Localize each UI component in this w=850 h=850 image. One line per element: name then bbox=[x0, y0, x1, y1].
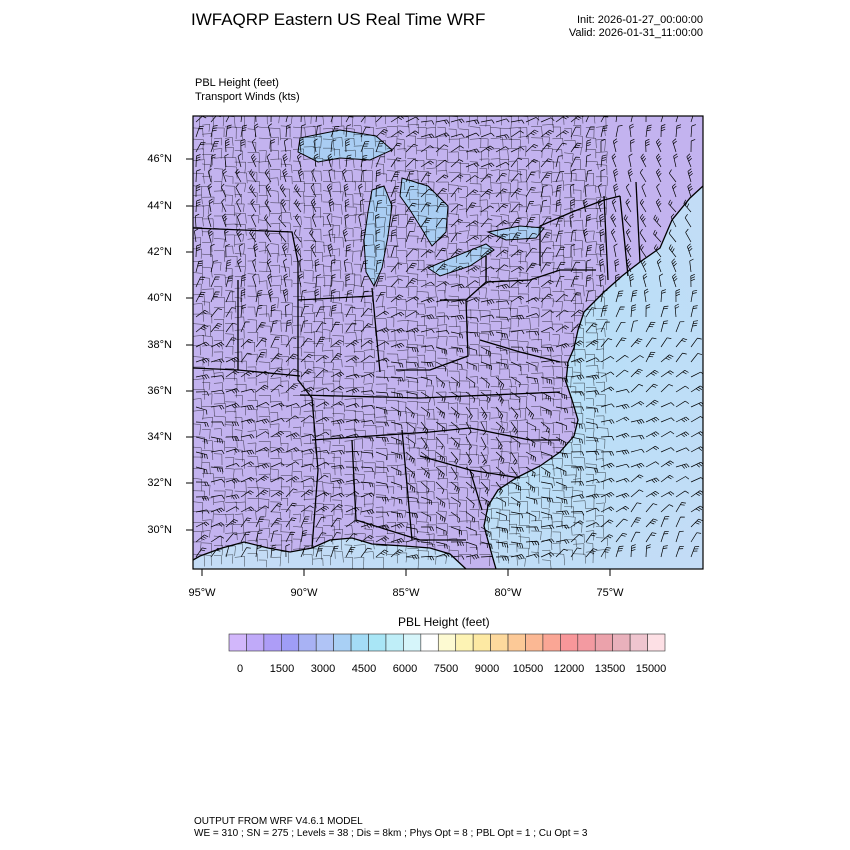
colorbar-swatch bbox=[525, 633, 544, 652]
colorbar-swatch bbox=[472, 633, 491, 652]
footer-model: OUTPUT FROM WRF V4.6.1 MODEL bbox=[194, 816, 363, 827]
lat-label: 34°N bbox=[147, 431, 172, 443]
plot-title: IWFAQRP Eastern US Real Time WRF bbox=[191, 10, 486, 29]
wind-barbs bbox=[194, 116, 703, 561]
lon-label: 80°W bbox=[494, 587, 522, 599]
colorbar-swatch bbox=[246, 633, 265, 652]
footer-config: WE = 310 ; SN = 275 ; Levels = 38 ; Dis … bbox=[194, 828, 588, 839]
colorbar-swatch bbox=[333, 633, 352, 652]
colorbar-swatch bbox=[315, 633, 334, 652]
colorbar-label: 7500 bbox=[433, 663, 459, 675]
lat-label: 46°N bbox=[147, 153, 172, 165]
colorbar-swatch bbox=[612, 633, 631, 652]
colorbar-swatch bbox=[298, 633, 317, 652]
colorbar-label: 0 bbox=[236, 663, 244, 675]
field-label-pbl: PBL Height (feet) bbox=[195, 77, 279, 89]
lat-label: 32°N bbox=[147, 477, 172, 489]
colorbar-swatch bbox=[629, 633, 648, 652]
lon-label: 75°W bbox=[596, 587, 624, 599]
colorbar-swatch bbox=[490, 633, 509, 652]
colorbar-label: 1500 bbox=[269, 663, 295, 675]
colorbar-label: 4500 bbox=[351, 663, 377, 675]
colorbar-swatch bbox=[368, 633, 387, 652]
colorbar-swatch bbox=[350, 633, 369, 652]
colorbar-swatch bbox=[263, 633, 282, 652]
lake-michigan bbox=[363, 185, 393, 288]
lon-label: 90°W bbox=[290, 587, 318, 599]
lat-label: 44°N bbox=[147, 200, 172, 212]
field-label-winds: Transport Winds (kts) bbox=[195, 91, 300, 103]
lat-label: 38°N bbox=[147, 339, 172, 351]
lat-label: 30°N bbox=[147, 524, 172, 536]
colorbar-swatch bbox=[420, 633, 439, 652]
colorbar bbox=[228, 633, 666, 652]
colorbar-swatch bbox=[455, 633, 474, 652]
colorbar-title: PBL Height (feet) bbox=[398, 615, 490, 629]
lon-label: 95°W bbox=[188, 587, 216, 599]
colorbar-label: 6000 bbox=[392, 663, 418, 675]
valid-time: Valid: 2026-01-31_11:00:00 bbox=[568, 27, 703, 39]
init-time: Init: 2026-01-27_00:00:00 bbox=[577, 14, 703, 26]
colorbar-label: 12000 bbox=[553, 663, 585, 675]
colorbar-label: 9000 bbox=[474, 663, 500, 675]
plot-frame bbox=[192, 115, 704, 570]
colorbar-swatch bbox=[228, 633, 247, 652]
colorbar-label: 13500 bbox=[594, 663, 626, 675]
colorbar-swatch bbox=[577, 633, 596, 652]
lat-label: 40°N bbox=[147, 292, 172, 304]
colorbar-label: 15000 bbox=[635, 663, 667, 675]
colorbar-label: 3000 bbox=[310, 663, 336, 675]
colorbar-swatch bbox=[647, 633, 666, 652]
colorbar-swatch bbox=[281, 633, 300, 652]
colorbar-swatch bbox=[542, 633, 561, 652]
colorbar-swatch bbox=[437, 633, 457, 652]
colorbar-swatch bbox=[403, 633, 422, 652]
colorbar-swatch bbox=[507, 633, 526, 652]
colorbar-swatch bbox=[385, 633, 404, 652]
colorbar-label: 10500 bbox=[512, 663, 544, 675]
colorbar-swatch bbox=[594, 633, 613, 652]
lat-label: 42°N bbox=[147, 246, 172, 258]
lon-label: 85°W bbox=[392, 587, 420, 599]
colorbar-swatch bbox=[560, 633, 579, 652]
map-panel bbox=[186, 115, 704, 576]
lat-label: 36°N bbox=[147, 385, 172, 397]
